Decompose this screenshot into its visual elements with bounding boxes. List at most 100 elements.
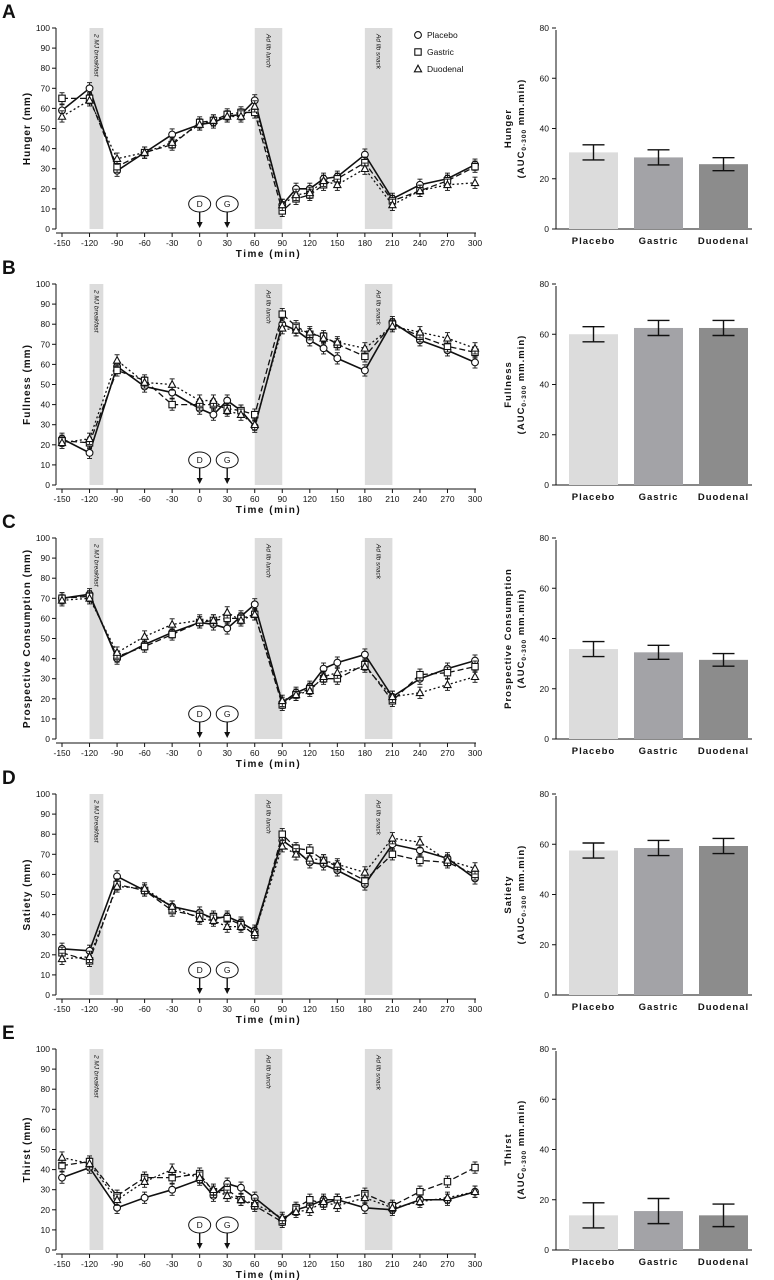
bar-y-axis-label: Prospective Consumption: [503, 568, 514, 709]
x-tick-label: 30: [222, 238, 232, 248]
point-duodenal: [140, 147, 150, 156]
arrow-head-icon: [196, 1243, 203, 1249]
arrow-head-icon: [224, 732, 231, 738]
x-tick-label: 30: [222, 1004, 232, 1014]
x-tick-label: 300: [468, 1004, 482, 1014]
y-tick-label: 80: [41, 63, 51, 73]
bar-y-tick-label: 80: [540, 23, 550, 33]
bar-category-label: Gastric: [639, 1002, 679, 1013]
y-tick-label: 20: [41, 950, 51, 960]
x-tick-label: 300: [468, 494, 482, 504]
x-tick-label: 150: [330, 748, 344, 758]
point-gastric: [306, 1196, 314, 1204]
meal-label: 2 MJ breakfast: [92, 543, 99, 588]
unit-subscript: 0-300: [521, 1150, 528, 1172]
point-duodenal: [250, 609, 260, 618]
x-tick-label: -90: [111, 238, 124, 248]
y-tick-label: 70: [41, 83, 51, 93]
bar-category-label: Duodenal: [698, 1002, 749, 1013]
x-tick-label: -30: [166, 494, 179, 504]
bar-category-label: Gastric: [639, 1257, 679, 1268]
x-tick-label: 0: [197, 1259, 202, 1269]
bar-y-tick-label: 0: [544, 1245, 549, 1255]
infusion-label: G: [224, 965, 231, 975]
point-duodenal: [319, 855, 329, 864]
bar-y-tick-label: 20: [540, 684, 550, 694]
point-gastric: [113, 366, 121, 375]
series-line-placebo: [61, 1166, 476, 1221]
bar-y-tick-label: 60: [540, 73, 550, 83]
x-tick-label: -120: [81, 748, 98, 758]
x-tick-label: 0: [197, 238, 202, 248]
meal-label: Ad lib lunch: [265, 289, 272, 324]
infusion-label: D: [197, 1220, 203, 1230]
point-duodenal: [360, 1192, 370, 1202]
bar-y-tick-label: 40: [540, 890, 550, 900]
point-duodenal: [167, 619, 177, 628]
y-tick-label: 60: [41, 613, 51, 623]
point-duodenal: [208, 615, 218, 624]
y-tick-label: 50: [41, 890, 51, 900]
y-axis-label: Fullness (mm): [22, 344, 33, 425]
point-placebo: [209, 410, 218, 419]
bar-duodenal: [699, 164, 748, 229]
infusion-label: G: [224, 199, 231, 209]
y-tick-label: 90: [41, 299, 51, 309]
point-duodenal: [415, 837, 425, 846]
x-tick-label: 150: [330, 238, 344, 248]
point-duodenal: [140, 1176, 150, 1186]
meal-shade: [89, 794, 104, 995]
panel-letter: B: [2, 258, 16, 279]
point-duodenal: [85, 433, 95, 443]
point-duodenal: [195, 119, 205, 128]
point-duodenal: [319, 333, 329, 342]
meal-label: Ad lib snack: [375, 799, 382, 836]
y-tick-label: 90: [41, 1064, 51, 1074]
x-tick-label: -150: [53, 494, 70, 504]
meal-label: 2 MJ breakfast: [92, 799, 99, 844]
y-tick-label: 90: [41, 809, 51, 819]
unit-subscript: 0-300: [521, 639, 528, 661]
bar-placebo: [569, 850, 618, 995]
y-tick-label: 0: [45, 480, 50, 490]
legend-marker-gastric: [414, 48, 422, 56]
x-tick-label: -60: [138, 1259, 151, 1269]
bar-y-axis-unit: (AUC0-300 mm.min): [516, 589, 528, 689]
x-tick-label: 150: [330, 1004, 344, 1014]
x-tick-label: 180: [358, 1004, 372, 1014]
y-tick-label: 70: [41, 339, 51, 349]
arrow-head-icon: [196, 222, 203, 228]
y-tick-label: 30: [41, 1185, 51, 1195]
point-duodenal: [319, 1196, 329, 1206]
point-duodenal: [319, 671, 329, 681]
x-tick-label: 120: [303, 494, 317, 504]
x-tick-label: 210: [385, 494, 399, 504]
x-tick-label: 180: [358, 494, 372, 504]
bar-category-label: Placebo: [572, 236, 615, 247]
y-axis-label: Hunger (mm): [22, 92, 33, 165]
point-gastric: [443, 1177, 452, 1186]
x-tick-label: 240: [413, 1259, 427, 1269]
x-tick-label: 60: [250, 494, 260, 504]
unit-subscript: 0-300: [521, 895, 528, 917]
x-tick-label: 60: [250, 238, 260, 248]
point-duodenal: [222, 1190, 232, 1200]
bar-category-label: Gastric: [639, 236, 679, 247]
bar-y-axis-unit: (AUC0-300 mm.min): [516, 79, 528, 179]
bar-duodenal: [699, 327, 748, 485]
x-tick-label: 300: [468, 1259, 482, 1269]
y-tick-label: 20: [41, 440, 51, 450]
point-duodenal: [57, 595, 67, 604]
bar-y-axis-unit: (AUC0-300 mm.min): [516, 845, 528, 945]
unit-end: mm.min): [516, 845, 527, 895]
y-tick-label: 100: [36, 1044, 50, 1054]
series-line-duodenal: [61, 325, 476, 444]
bar-y-tick-label: 0: [544, 224, 549, 234]
meal-label: Ad lib snack: [375, 289, 382, 326]
meal-shade: [364, 794, 393, 995]
point-duodenal: [387, 1202, 397, 1212]
x-tick-label: 60: [250, 748, 260, 758]
meal-label: Ad lib lunch: [265, 543, 272, 578]
point-duodenal: [415, 1196, 425, 1206]
point-gastric: [416, 1187, 424, 1196]
